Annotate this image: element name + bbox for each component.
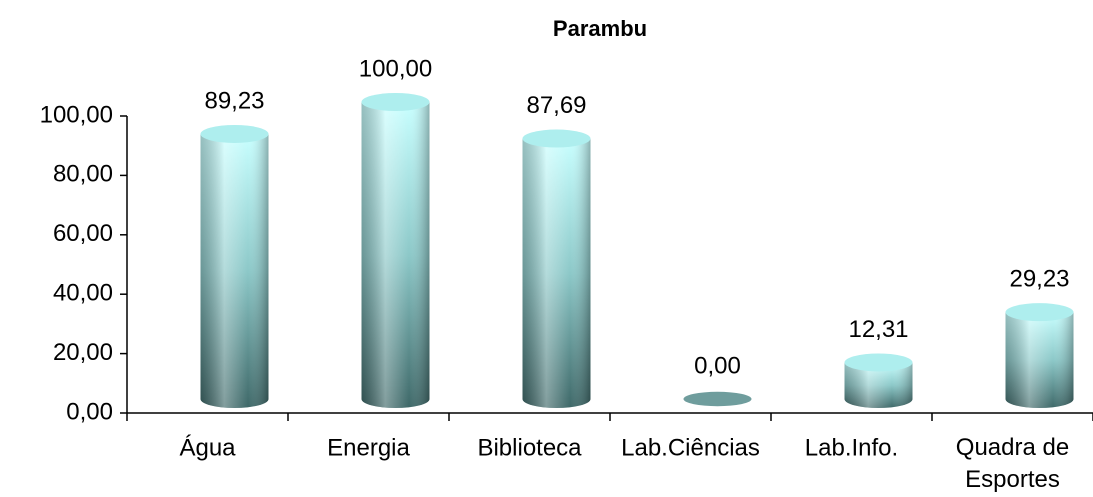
value-label: 0,00 [694,352,741,379]
value-label: 89,23 [204,87,264,114]
bar-cap [522,129,591,148]
x-tick-label: Quadra de Esportes [956,434,1069,493]
x-tick-label: Água [179,434,236,461]
bar-cap [844,353,913,372]
bar-cap [683,391,752,407]
x-tick-label: Lab.Ciências [621,434,760,461]
bar [683,391,752,407]
value-label: 29,23 [1009,266,1069,293]
x-tick-label: Lab.Info. [805,434,898,461]
y-tick-label: 40,00 [53,280,113,307]
bar-cap [200,124,269,143]
value-label: 100,00 [359,55,432,82]
value-label: 87,69 [526,92,586,119]
bar [1005,303,1074,408]
bar [361,93,430,408]
y-tick-label: 20,00 [53,339,113,366]
x-tick-label: Biblioteca [477,434,582,461]
bar-cap [361,93,430,111]
y-tick-label: 60,00 [53,220,113,247]
value-label: 12,31 [848,316,908,343]
y-tick-label: 0,00 [66,398,113,425]
bar [522,129,591,408]
x-tick-label: Energia [327,434,410,461]
bar-shade [361,102,430,408]
bar-shade [200,133,269,409]
y-tick-label: 80,00 [53,161,113,188]
bar-shade [1005,312,1074,408]
y-tick-label: 100,00 [40,101,113,128]
bar-shade [522,138,591,408]
chart-title: Parambu [553,16,647,41]
bar [844,353,913,408]
bar-cap [1005,303,1074,322]
bar [200,124,269,409]
bar-shade [844,362,913,408]
